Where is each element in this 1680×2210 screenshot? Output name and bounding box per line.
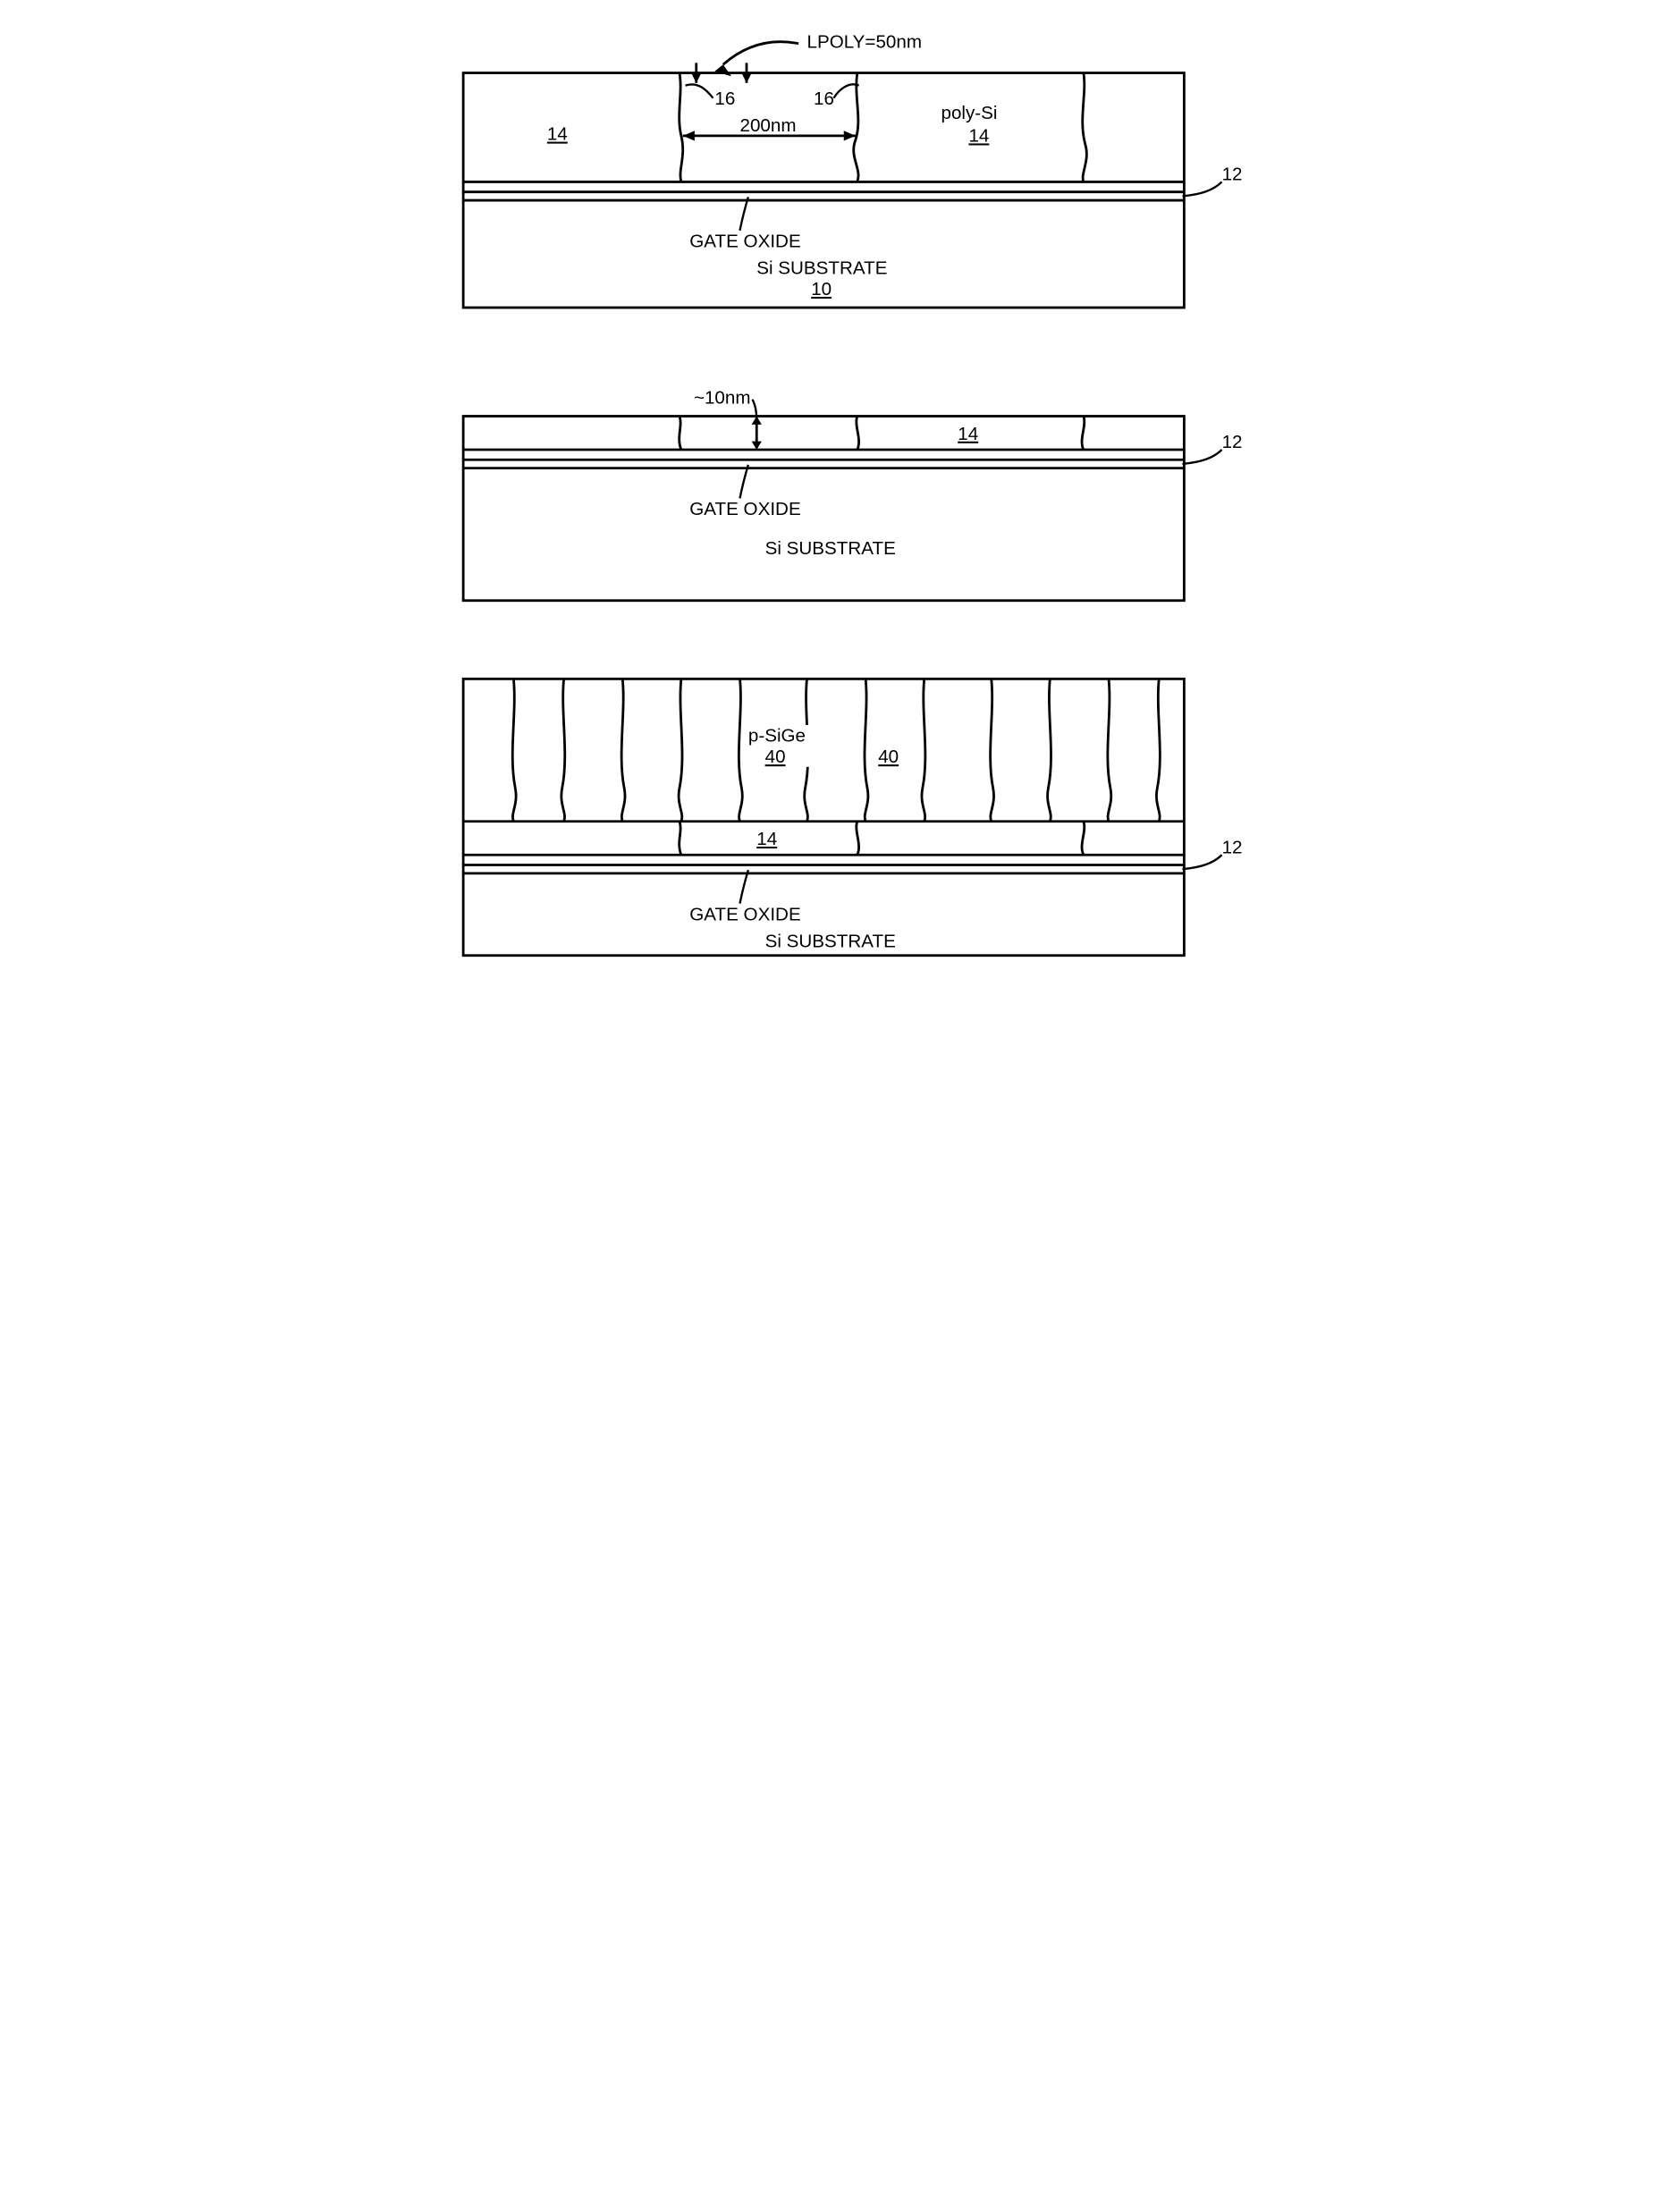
panel2-box [463, 416, 1184, 600]
gate-oxide-label: GATE OXIDE [689, 232, 800, 252]
panel3-box [463, 679, 1184, 955]
panel-2-svg: ~10nm 14 12 GATE OXIDE Si SUBSTRATE [438, 383, 1243, 618]
gate-oxide-3: GATE OXIDE [689, 904, 800, 924]
poly-label: poly-Si [941, 103, 997, 123]
dim-text: 200nm [739, 115, 796, 136]
panel-1-svg: LPOLY=50nm 16 16 200nm 14 poly-Si 14 [438, 27, 1243, 329]
leader-12-2 [1182, 450, 1221, 464]
lpoly-text: LPOLY=50nm [806, 31, 922, 52]
grain-num-right: 16 [814, 89, 834, 109]
leader-12-3 [1182, 855, 1221, 869]
sige-label: p-SiGe [747, 726, 805, 747]
leader-12 [1182, 181, 1221, 196]
thickness-label: ~10nm [693, 387, 750, 408]
lpoly-arrow-shaft [722, 42, 798, 65]
oxide-num-2: 12 [1221, 432, 1242, 452]
gate-oxide-2: GATE OXIDE [689, 499, 800, 519]
poly-num-2: 14 [958, 423, 978, 443]
panel-3: p-SiGe 40 40 14 12 GATE OXIDE Si SUBSTRA… [438, 671, 1243, 981]
substrate-2: Si SUBSTRATE [764, 538, 895, 559]
gb3-1 [679, 822, 680, 856]
panel-2: ~10nm 14 12 GATE OXIDE Si SUBSTRATE [438, 383, 1243, 618]
substrate-3: Si SUBSTRATE [764, 931, 895, 951]
grain-num-left: 16 [714, 89, 735, 109]
panel-3-svg: p-SiGe 40 40 14 12 GATE OXIDE Si SUBSTRA… [438, 671, 1243, 981]
poly-num-right: 14 [968, 125, 989, 146]
panel-1: LPOLY=50nm 16 16 200nm 14 poly-Si 14 [438, 27, 1243, 329]
substrate-num: 10 [811, 279, 832, 299]
sige-num-right: 40 [878, 747, 899, 767]
substrate-label: Si SUBSTRATE [756, 258, 887, 279]
sige-num-left: 40 [764, 747, 785, 767]
gb2-1 [679, 416, 680, 450]
oxide-num: 12 [1221, 164, 1242, 185]
poly-num-3: 14 [756, 829, 777, 849]
poly-num-left: 14 [546, 124, 567, 145]
oxide-num-3: 12 [1221, 837, 1242, 857]
